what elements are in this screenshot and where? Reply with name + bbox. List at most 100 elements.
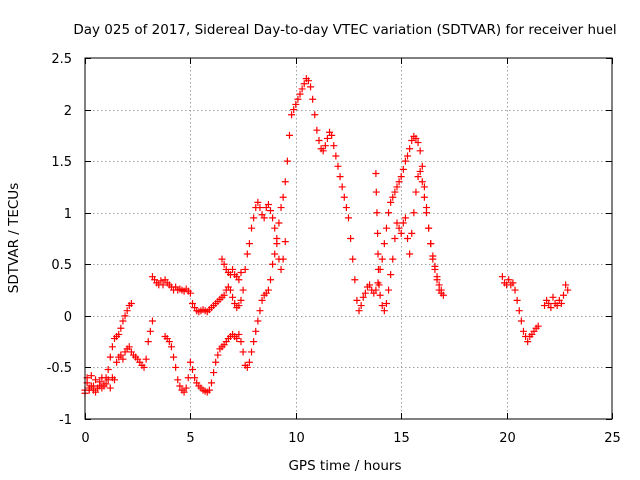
- data-point: [404, 152, 412, 160]
- data-point: [304, 77, 312, 85]
- data-point: [321, 142, 329, 150]
- data-point: [418, 178, 426, 186]
- data-point: [233, 335, 241, 343]
- data-point: [375, 281, 383, 289]
- axis-tick-labels: -1 -0.5 0 0.5 1 1.5 2 2.5 0 5 10 15 20 25: [47, 52, 621, 446]
- data-point: [98, 384, 106, 392]
- data-point: [176, 382, 184, 390]
- data-point: [511, 286, 519, 294]
- data-point: [108, 343, 116, 351]
- data-point: [382, 224, 390, 232]
- data-point: [357, 302, 365, 310]
- data-point: [157, 277, 165, 285]
- data-point: [425, 224, 433, 232]
- data-point: [119, 355, 127, 363]
- data-point: [345, 214, 352, 222]
- data-point: [214, 351, 222, 359]
- data-point: [140, 363, 148, 371]
- data-point: [541, 302, 549, 310]
- data-point: [372, 170, 380, 178]
- x-tick-label: 25: [604, 431, 621, 446]
- data-point: [515, 307, 523, 315]
- data-point: [372, 286, 380, 294]
- data-point: [431, 265, 439, 273]
- data-point: [260, 214, 268, 222]
- data-point: [372, 188, 380, 196]
- data-point: [505, 276, 513, 284]
- data-point: [378, 302, 386, 310]
- data-point: [332, 152, 340, 160]
- data-point: [319, 147, 327, 155]
- data-point: [412, 188, 420, 196]
- data-point: [406, 145, 414, 153]
- data-point: [191, 374, 199, 382]
- data-point: [279, 193, 287, 201]
- data-point: [414, 173, 422, 181]
- x-tick-label: 10: [288, 431, 305, 446]
- data-point: [220, 291, 228, 299]
- data-point: [292, 100, 300, 108]
- data-point: [361, 289, 369, 297]
- data-point: [189, 365, 197, 373]
- x-tick-label: 0: [81, 431, 89, 446]
- data-point: [106, 384, 114, 392]
- x-tick-label: 20: [499, 431, 516, 446]
- data-point: [330, 142, 338, 150]
- data-point: [416, 147, 424, 155]
- data-point: [235, 276, 243, 284]
- data-point: [271, 224, 279, 232]
- data-point: [229, 265, 237, 273]
- y-tick-label: 2.5: [51, 52, 72, 67]
- data-point: [254, 317, 262, 325]
- data-point: [374, 250, 382, 258]
- data-point: [167, 343, 175, 351]
- data-point: [404, 235, 412, 242]
- data-point: [378, 255, 386, 263]
- y-tick-label: 0.5: [51, 258, 72, 273]
- data-point: [498, 273, 506, 281]
- data-point: [267, 276, 275, 284]
- data-point: [241, 265, 249, 273]
- data-point: [237, 269, 245, 277]
- data-point: [385, 286, 393, 294]
- data-point: [229, 293, 237, 301]
- data-point: [165, 338, 173, 346]
- data-point: [146, 327, 154, 335]
- data-point: [277, 265, 285, 273]
- data-point: [429, 255, 437, 263]
- data-point: [433, 276, 441, 284]
- data-point: [218, 255, 226, 263]
- data-point: [104, 365, 112, 373]
- data-point: [212, 358, 220, 366]
- data-point: [279, 255, 287, 263]
- data-point: [387, 198, 395, 206]
- data-point: [380, 307, 388, 315]
- data-point: [334, 162, 342, 170]
- data-point: [159, 281, 167, 289]
- data-point: [401, 214, 409, 222]
- data-point: [513, 296, 521, 304]
- data-point: [117, 351, 125, 359]
- data-point: [422, 209, 430, 217]
- data-point: [376, 291, 384, 299]
- data-point: [243, 250, 251, 258]
- data-point: [245, 358, 253, 366]
- data-point: [148, 317, 156, 325]
- data-point: [170, 353, 178, 361]
- data-point: [355, 307, 363, 315]
- data-point: [391, 188, 399, 196]
- data-point: [256, 307, 264, 315]
- data-point: [313, 126, 321, 134]
- data-point: [359, 293, 367, 301]
- data-point: [562, 281, 570, 289]
- data-point: [111, 376, 119, 384]
- data-point: [121, 312, 129, 320]
- data-point: [328, 131, 336, 139]
- data-point: [207, 379, 215, 387]
- data-point: [285, 131, 293, 139]
- data-point: [393, 219, 401, 227]
- x-tick-label: 5: [186, 431, 194, 446]
- data-point: [385, 209, 393, 217]
- data-point: [414, 139, 422, 147]
- data-point: [408, 137, 416, 145]
